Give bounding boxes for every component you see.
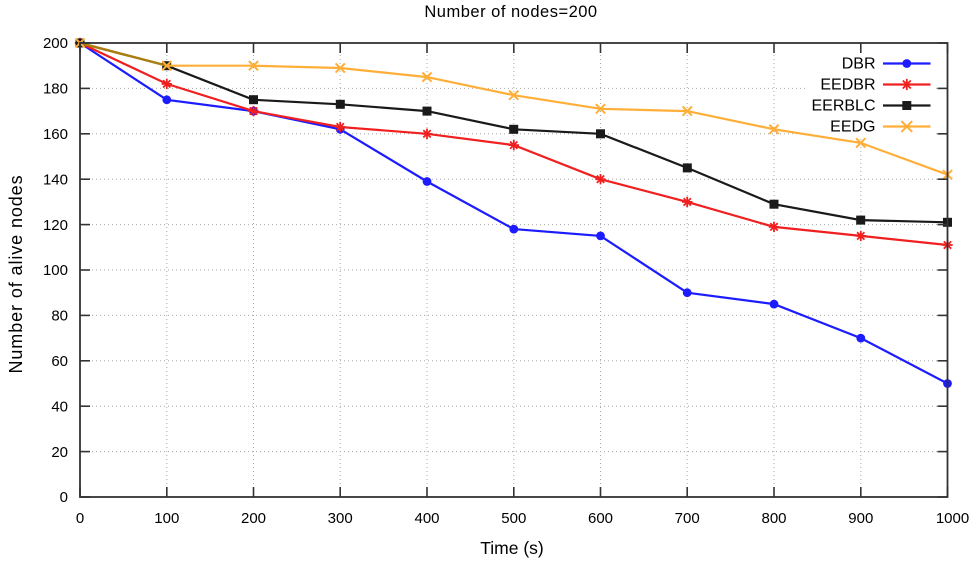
- svg-text:200: 200: [241, 510, 266, 527]
- svg-text:700: 700: [675, 510, 700, 527]
- svg-text:EERBLC: EERBLC: [811, 98, 875, 115]
- svg-text:0: 0: [76, 510, 84, 527]
- svg-text:100: 100: [43, 262, 68, 279]
- svg-text:100: 100: [154, 510, 179, 527]
- svg-text:1000: 1000: [936, 510, 969, 527]
- svg-text:800: 800: [761, 510, 786, 527]
- svg-text:300: 300: [328, 510, 353, 527]
- svg-text:Number of alive nodes: Number of alive nodes: [6, 175, 26, 374]
- svg-text:0: 0: [60, 489, 68, 506]
- svg-text:80: 80: [51, 308, 68, 325]
- svg-text:160: 160: [43, 126, 68, 143]
- svg-text:200: 200: [43, 35, 68, 52]
- svg-text:500: 500: [501, 510, 526, 527]
- svg-text:60: 60: [51, 353, 68, 370]
- svg-text:DBR: DBR: [842, 56, 876, 73]
- svg-text:900: 900: [848, 510, 873, 527]
- svg-text:EEDBR: EEDBR: [820, 77, 875, 94]
- svg-text:180: 180: [43, 81, 68, 98]
- svg-text:600: 600: [588, 510, 613, 527]
- svg-text:140: 140: [43, 171, 68, 188]
- svg-text:Time (s): Time (s): [480, 538, 544, 558]
- svg-text:Number of nodes=200: Number of nodes=200: [424, 3, 597, 21]
- svg-text:40: 40: [51, 398, 68, 415]
- svg-text:120: 120: [43, 217, 68, 234]
- svg-text:20: 20: [51, 444, 68, 461]
- svg-text:400: 400: [414, 510, 439, 527]
- svg-text:EEDG: EEDG: [830, 119, 875, 136]
